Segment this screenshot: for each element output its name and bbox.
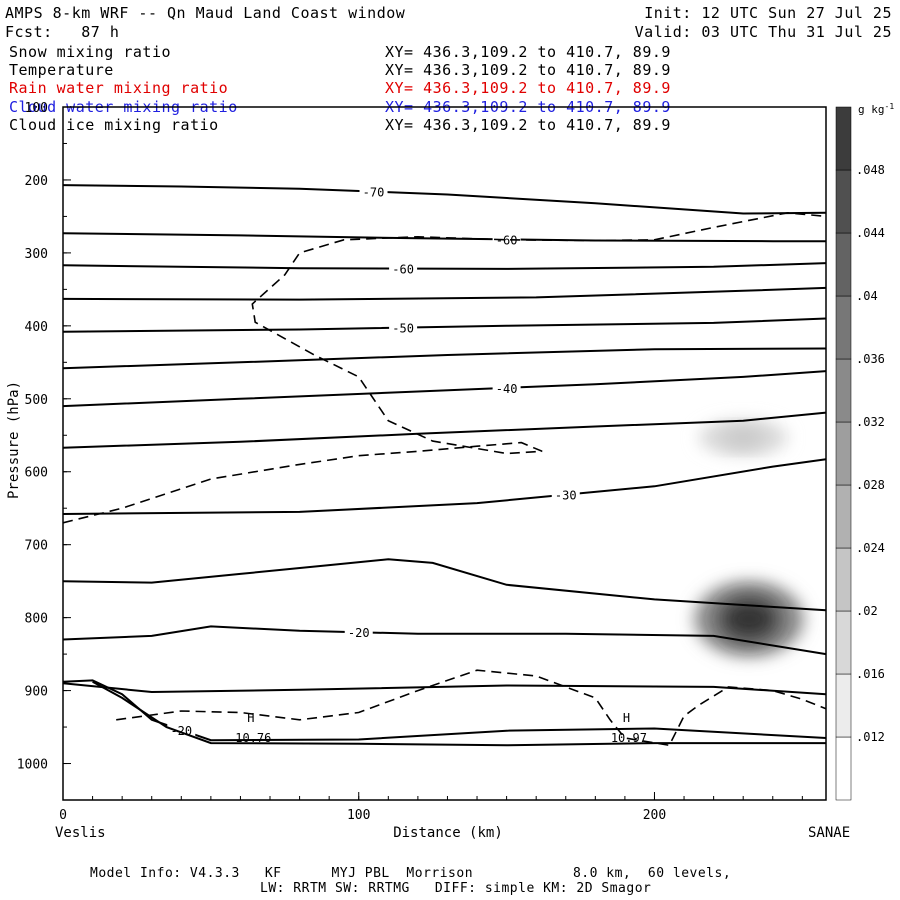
- colorbar-tick-label: .044: [856, 226, 885, 240]
- colorbar-swatch: [835, 610, 852, 675]
- chart-title: AMPS 8-km WRF -- Qn Maud Land Coast wind…: [5, 4, 406, 22]
- x-tick-label: 0: [59, 808, 67, 823]
- x-tick-label: 100: [347, 808, 370, 823]
- contour-label: -60: [496, 233, 518, 247]
- cloud-ice-contour: [62, 211, 827, 524]
- colorbar-tick-label: .028: [856, 478, 885, 492]
- contour-label: -50: [392, 322, 414, 336]
- y-tick-label: 300: [25, 247, 48, 262]
- y-tick-label: 900: [25, 685, 48, 700]
- y-tick-label: 700: [25, 539, 48, 554]
- temperature-contour: [62, 184, 827, 215]
- contour-label: -70: [363, 186, 385, 200]
- high-markers: H 10.76 H 10.97: [235, 711, 647, 745]
- contour-label-bg: [167, 721, 196, 737]
- field-name: Temperature: [9, 61, 114, 80]
- init-time: Init: 12 UTC Sun 27 Jul 25: [644, 4, 892, 22]
- colorbar-tick-label: .032: [856, 415, 885, 429]
- model-info: Model Info: V4.3.3 KF MYJ PBL Morrison 8…: [90, 866, 732, 881]
- y-tick-label: 800: [25, 612, 48, 627]
- high-value: 10.76: [235, 731, 271, 745]
- field-name: Snow mixing ratio: [9, 43, 172, 61]
- colorbar-unit: g kg-1: [858, 102, 894, 116]
- x-axis-label: Distance (km): [393, 825, 503, 841]
- temperature-contours: -70-60-60-50-40-30-20-20: [62, 183, 827, 747]
- x-tick-label: 200: [643, 808, 666, 823]
- colorbar-tick-label: .016: [856, 667, 885, 681]
- colorbar-swatch: [835, 232, 852, 297]
- temperature-contour: [62, 558, 827, 612]
- y-axis: 100 200 300 400 500 600 700 800 900 1000: [17, 101, 71, 801]
- high-letter: H: [247, 711, 254, 725]
- colorbar-tick-label: .04: [856, 289, 878, 303]
- colorbar-swatch: [835, 358, 852, 423]
- y-tick-label: 100: [25, 101, 48, 116]
- colorbar-swatch: [835, 484, 852, 549]
- contour-label: -40: [496, 382, 518, 396]
- field-xy: XY= 436.3,109.2 to 410.7, 89.9: [385, 115, 671, 134]
- colorbar-tick-label: .024: [856, 541, 885, 555]
- forecast-hour: Fcst: 87 h: [5, 23, 120, 41]
- y-tick-label: 400: [25, 320, 48, 335]
- dashed-temperature-contour: [116, 669, 827, 747]
- x-axis: 0 100 200: [59, 792, 803, 823]
- y-tick-label: 200: [25, 174, 48, 189]
- high-letter: H: [623, 711, 630, 725]
- temperature-contour: [62, 347, 827, 370]
- y-tick-label: 500: [25, 393, 48, 408]
- valid-time: Valid: 03 UTC Thu 31 Jul 25: [634, 23, 892, 41]
- contour-label-bg: [492, 231, 521, 247]
- colorbar-swatch: [835, 547, 852, 612]
- x-left-label: Veslis: [55, 825, 106, 841]
- snow-shade-core: [719, 427, 768, 448]
- field-name: Cloud ice mixing ratio: [9, 115, 219, 134]
- plot-frame: [62, 106, 827, 801]
- colorbar-swatch: [835, 106, 852, 171]
- contour-label-bg: [551, 486, 580, 502]
- snow-shade-core: [719, 597, 780, 642]
- colorbar: .012 .016 .02 .024 .028 .032 .036 .04 .044 .048: [835, 106, 885, 801]
- contour-label-bg: [389, 319, 418, 335]
- field-xy: XY= 436.3,109.2 to 410.7, 89.9: [385, 79, 671, 98]
- y-tick-label: 1000: [17, 758, 48, 773]
- colorbar-tick-label: .048: [856, 163, 885, 177]
- temperature-contour: [62, 262, 827, 270]
- contour-label-bg: [359, 183, 388, 199]
- colorbar-swatch: [835, 295, 852, 360]
- y-tick-label: 600: [25, 466, 48, 481]
- temperature-contour: [62, 370, 827, 408]
- dashed-contours: [62, 211, 827, 747]
- contour-label: -30: [555, 489, 577, 503]
- colorbar-swatch: [835, 736, 852, 801]
- contour-label: -20: [348, 626, 370, 640]
- temperature-contour: [62, 286, 827, 301]
- colorbar-swatch: [835, 673, 852, 738]
- colorbar-tick-label: .02: [856, 604, 878, 618]
- temperature-contour: [62, 682, 827, 696]
- y-axis-label: Pressure (hPa): [6, 381, 22, 499]
- field-xy: XY= 436.3,109.2 to 410.7, 89.9: [385, 61, 671, 80]
- snow-shading: [694, 419, 805, 658]
- field-xy: XY= 436.3,109.2 to 410.7, 89.9: [385, 43, 671, 61]
- contour-label: -60: [392, 263, 414, 277]
- temperature-contour: [62, 232, 826, 243]
- contour-label-bg: [492, 379, 521, 395]
- colorbar-tick-label: .012: [856, 730, 885, 744]
- model-physics: LW: RRTM SW: RRTMG DIFF: simple KM: 2D S…: [260, 881, 652, 896]
- temperature-contour: [62, 317, 827, 333]
- colorbar-swatch: [835, 169, 852, 234]
- temperature-contour: [62, 679, 827, 742]
- high-value: 10.97: [611, 731, 647, 745]
- x-right-label: SANAE: [808, 825, 850, 841]
- colorbar-swatch: [835, 421, 852, 486]
- contour-label-bg: [389, 260, 418, 276]
- field-name: Rain water mixing ratio: [9, 79, 229, 98]
- temperature-contour: [62, 411, 827, 449]
- temperature-contour: [62, 458, 827, 515]
- colorbar-tick-label: .036: [856, 352, 885, 366]
- temperature-contour: [92, 680, 826, 747]
- contour-label-bg: [344, 624, 373, 640]
